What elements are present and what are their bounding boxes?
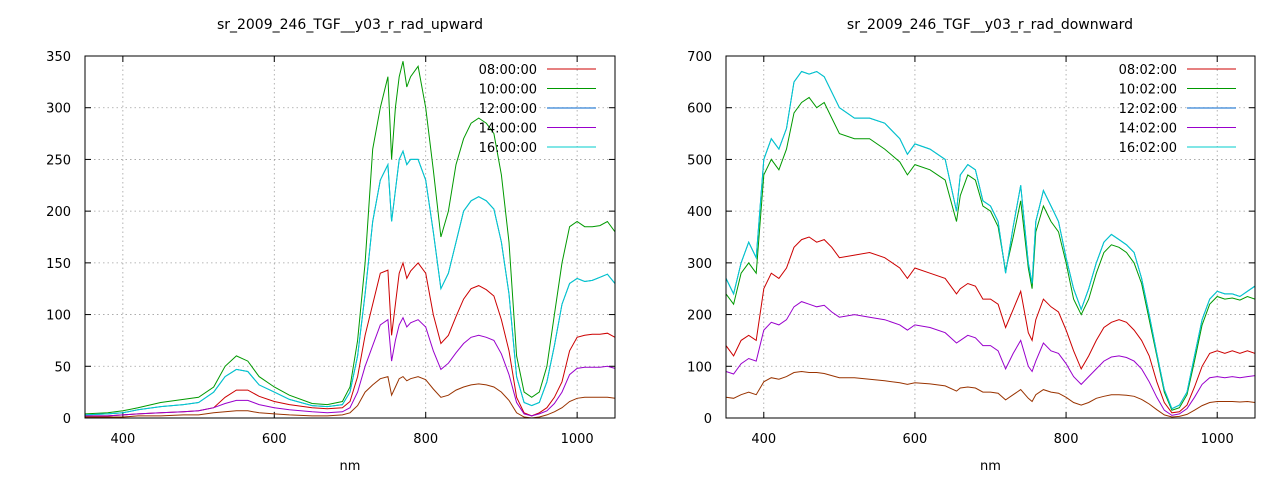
- x-tick-label: 800: [1054, 432, 1079, 447]
- chart-title: sr_2009_246_TGF__y03_r_rad_downward: [847, 17, 1133, 33]
- y-tick-label: 50: [54, 360, 71, 375]
- plot-frame: [725, 55, 1256, 419]
- y-tick-label: 200: [46, 205, 71, 220]
- chart-title: sr_2009_246_TGF__y03_r_rad_upward: [217, 17, 483, 33]
- series-line-16-02-00: [726, 70, 1255, 410]
- series-line-10-00-00: [85, 61, 615, 415]
- x-tick-label: 600: [903, 432, 928, 447]
- legend-label: 14:02:00: [1119, 122, 1177, 137]
- legend-label: 12:00:00: [479, 102, 537, 117]
- legend-label: 10:02:00: [1119, 83, 1177, 98]
- y-tick-label: 100: [687, 360, 712, 375]
- series-line-16-00-00: [85, 149, 615, 416]
- series-line-08-00-00: [85, 261, 615, 417]
- legend-label: 16:02:00: [1119, 141, 1177, 156]
- y-tick-label: 600: [687, 102, 712, 117]
- chart-1: 400 600 800 1000 0 50 100 150 200 250 300 350 08:00:…: [46, 17, 616, 474]
- x-tick-label: 400: [110, 432, 135, 447]
- x-axis-label: nm: [340, 459, 361, 474]
- x-tick-label: 1000: [1201, 432, 1234, 447]
- legend-label: 16:00:00: [479, 141, 537, 156]
- y-tick-label: 400: [687, 205, 712, 220]
- y-tick-label: 300: [687, 257, 712, 272]
- y-tick-label: 150: [46, 257, 71, 272]
- legend-label: 08:00:00: [479, 63, 537, 78]
- series-line-08-02-00: [726, 236, 1255, 414]
- series-line-14-00-00: [85, 316, 615, 417]
- series-line-unlabeled-5: [85, 375, 615, 418]
- legend-label: 14:00:00: [479, 122, 537, 137]
- legend-label: 12:02:00: [1119, 102, 1177, 117]
- y-tick-label: 0: [63, 412, 71, 427]
- y-tick-label: 300: [46, 102, 71, 117]
- y-tick-label: 100: [46, 309, 71, 324]
- plot-frame: [84, 55, 616, 419]
- chart-2: 400 600 800 1000 0 100 200 300 400 500 600 700 08:02…: [687, 17, 1256, 474]
- x-tick-label: 400: [751, 432, 776, 447]
- series-line-10-02-00: [726, 96, 1255, 411]
- series-line-14-02-00: [726, 301, 1255, 416]
- y-tick-label: 200: [687, 309, 712, 324]
- series-line-unlabeled-5: [726, 370, 1255, 418]
- y-tick-label: 350: [46, 50, 71, 65]
- legend-label: 08:02:00: [1119, 63, 1177, 78]
- y-tick-label: 250: [46, 153, 71, 168]
- x-tick-label: 800: [413, 432, 438, 447]
- x-tick-label: 600: [262, 432, 287, 447]
- x-axis-label: nm: [980, 459, 1001, 474]
- x-tick-label: 1000: [561, 432, 594, 447]
- legend-label: 10:00:00: [479, 83, 537, 98]
- y-tick-label: 500: [687, 153, 712, 168]
- y-tick-label: 0: [704, 412, 712, 427]
- series-line-12-00-00: [85, 149, 615, 416]
- y-tick-label: 700: [687, 50, 712, 65]
